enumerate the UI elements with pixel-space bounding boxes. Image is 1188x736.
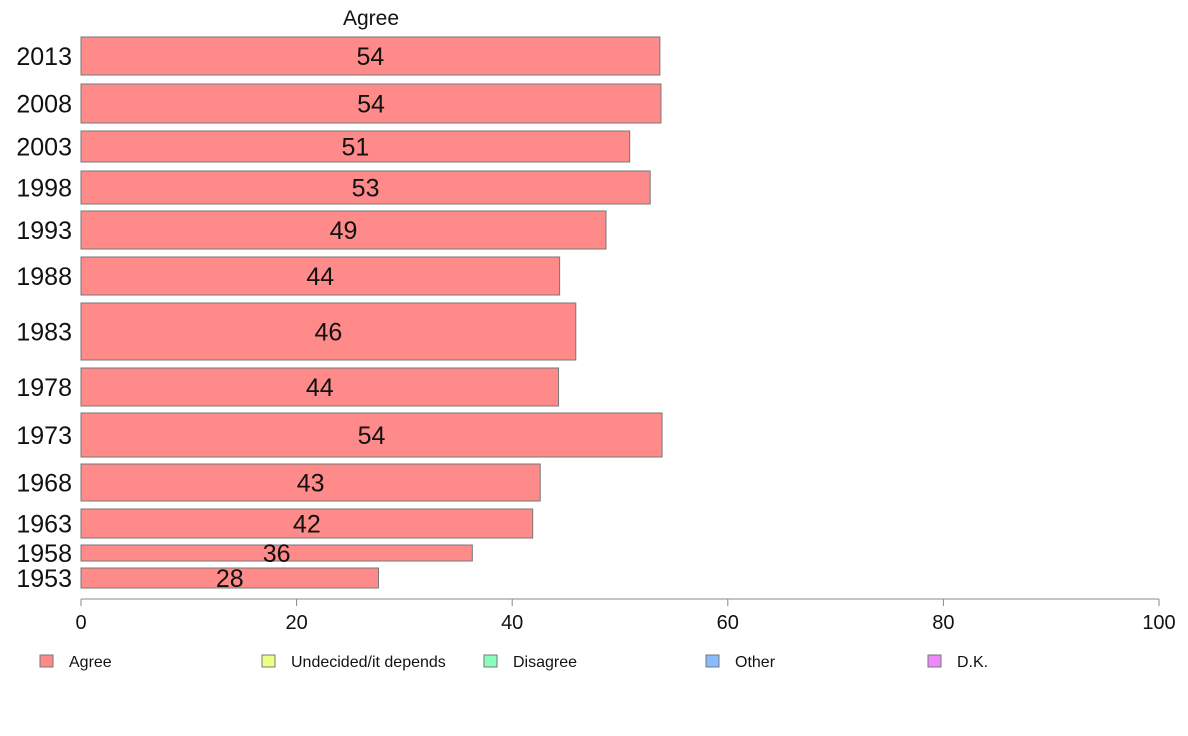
y-tick-label-2013: 2013 — [16, 43, 72, 71]
legend-label-4: D.K. — [957, 654, 988, 671]
value-label-1953: 28 — [216, 565, 244, 593]
bar-1988 — [80, 256, 561, 296]
bar-1963 — [80, 508, 534, 539]
y-tick-label-1973: 1973 — [16, 422, 72, 450]
legend: Agree Undecided/it depends Disagree Other D.… — [39, 654, 988, 671]
y-axis-labels: 2013 2008 2003 1998 1993 1988 1983 1978 1973 1968… — [16, 43, 72, 593]
x-tick-label-100: 100 — [1142, 612, 1175, 634]
value-label-1988: 44 — [306, 263, 334, 291]
y-tick-label-1998: 1998 — [16, 175, 72, 203]
legend-swatch-2 — [483, 654, 498, 668]
legend-label-1: Undecided/it depends — [291, 654, 446, 671]
value-label-2003: 51 — [341, 134, 369, 162]
y-tick-label-1958: 1958 — [16, 540, 72, 568]
y-tick-label-1978: 1978 — [16, 374, 72, 402]
y-tick-label-2003: 2003 — [16, 134, 72, 162]
value-label-1993: 49 — [330, 217, 358, 245]
x-tick-label-80: 80 — [932, 612, 954, 634]
bar-1968 — [80, 463, 541, 502]
value-label-1978: 44 — [306, 374, 334, 402]
value-label-2008: 54 — [357, 91, 385, 119]
bar-2008 — [80, 83, 662, 124]
bar-1973 — [80, 412, 663, 458]
value-label-1963: 42 — [293, 511, 321, 539]
value-label-1973: 54 — [358, 422, 386, 450]
bar-1993 — [80, 210, 607, 250]
value-label-1958: 36 — [263, 540, 291, 568]
y-tick-label-1968: 1968 — [16, 470, 72, 498]
y-tick-label-2008: 2008 — [16, 91, 72, 119]
y-tick-label-1963: 1963 — [16, 511, 72, 539]
bar-1998 — [80, 170, 651, 205]
x-axis: 0 20 40 60 80 100 — [75, 598, 1176, 634]
legend-swatch-0 — [39, 654, 54, 668]
legend-label-3: Other — [735, 654, 776, 671]
bar-1958 — [80, 544, 473, 562]
bar-1953 — [80, 567, 380, 589]
bar-2013 — [80, 36, 661, 76]
value-label-2013: 54 — [357, 43, 385, 71]
legend-swatch-4 — [927, 654, 942, 668]
legend-swatch-1 — [261, 654, 276, 668]
y-tick-label-1953: 1953 — [16, 565, 72, 593]
y-tick-label-1983: 1983 — [16, 319, 72, 347]
legend-swatch-3 — [705, 654, 720, 668]
chart-title: Agree — [343, 7, 399, 30]
value-label-1968: 43 — [297, 470, 325, 498]
x-tick-label-20: 20 — [285, 612, 307, 634]
bar-1978 — [80, 367, 560, 407]
legend-label-0: Agree — [69, 654, 112, 671]
x-tick-label-60: 60 — [717, 612, 739, 634]
value-label-1998: 53 — [352, 175, 380, 203]
y-tick-label-1988: 1988 — [16, 263, 72, 291]
x-tick-label-40: 40 — [501, 612, 523, 634]
bar-2003 — [80, 130, 631, 163]
y-tick-label-1993: 1993 — [16, 217, 72, 245]
bar-1983 — [80, 302, 577, 361]
x-tick-label-0: 0 — [75, 612, 86, 634]
value-label-1983: 46 — [314, 319, 342, 347]
legend-label-2: Disagree — [513, 654, 577, 671]
